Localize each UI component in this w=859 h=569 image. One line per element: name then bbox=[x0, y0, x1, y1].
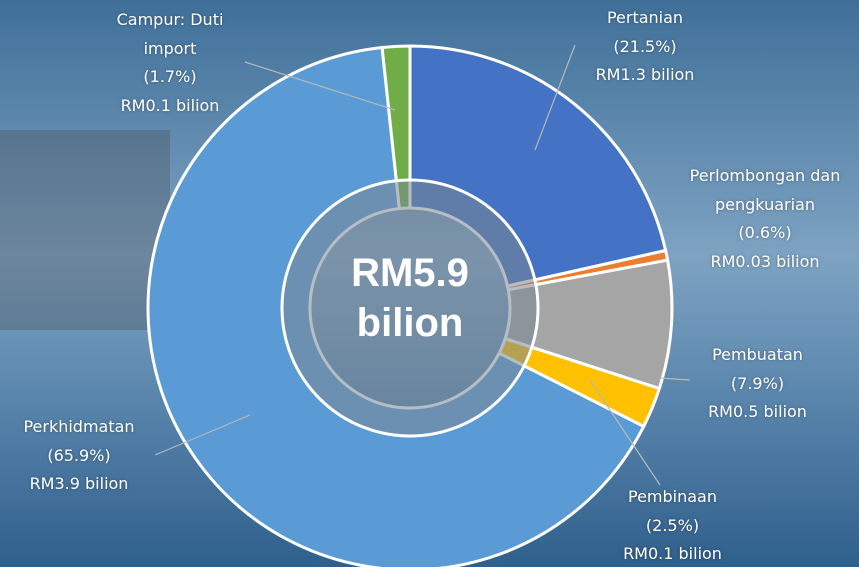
amount-labels: RM3.9 bilion bbox=[29, 474, 129, 493]
leader-line bbox=[244, 61, 396, 111]
amount-labels: RM0.5 bilion bbox=[708, 402, 807, 421]
donut-center bbox=[280, 178, 540, 438]
amount-labels: RM1.3 bilion bbox=[595, 65, 695, 84]
amount-labels: RM0.03 bilion bbox=[710, 251, 820, 271]
slice-label: Perkhidmatan (65.9%) RM3.9 bilion bbox=[0, 413, 158, 499]
categories: Pembuatan bbox=[712, 345, 803, 364]
slice-label: Pembinaan (2.5%) RM0.1 bilion bbox=[590, 483, 755, 569]
leader-lines bbox=[154, 44, 691, 486]
leader-line bbox=[534, 44, 576, 151]
categories: Pembinaan bbox=[628, 487, 717, 506]
slice-label: Pertanian (21.5%) RM1.3 bilion bbox=[555, 4, 735, 90]
value-labels: (0.6%) bbox=[738, 223, 792, 242]
slice-label: Perlombongan dan pengkuarian (0.6%) RM0.03… bbox=[665, 162, 859, 276]
categories: Perkhidmatan bbox=[23, 417, 135, 436]
leader-line bbox=[154, 414, 251, 456]
slice-label: Pembuatan (7.9%) RM0.5 bilion bbox=[670, 341, 845, 427]
value-labels: (7.9%) bbox=[730, 373, 785, 393]
value-labels: (65.9%) bbox=[47, 445, 111, 465]
value-labels: (1.7%) bbox=[143, 67, 197, 86]
center-label: RM5.9 bilion bbox=[351, 251, 469, 345]
amount-labels: RM0.1 bilion bbox=[120, 95, 220, 115]
value-labels: (2.5%) bbox=[645, 515, 700, 535]
categories: Campur: Duti import bbox=[116, 10, 224, 58]
categories: Perlombongan dan pengkuarian bbox=[689, 166, 841, 214]
leader-line bbox=[659, 377, 691, 381]
amount-labels: RM0.1 bilion bbox=[623, 544, 722, 563]
background-building bbox=[0, 130, 170, 330]
value-labels: (21.5%) bbox=[613, 36, 677, 56]
leader-line bbox=[589, 379, 661, 486]
slice-label: Campur: Duti import (1.7%) RM0.1 bilion bbox=[95, 6, 245, 120]
categories: Pertanian bbox=[606, 8, 684, 27]
